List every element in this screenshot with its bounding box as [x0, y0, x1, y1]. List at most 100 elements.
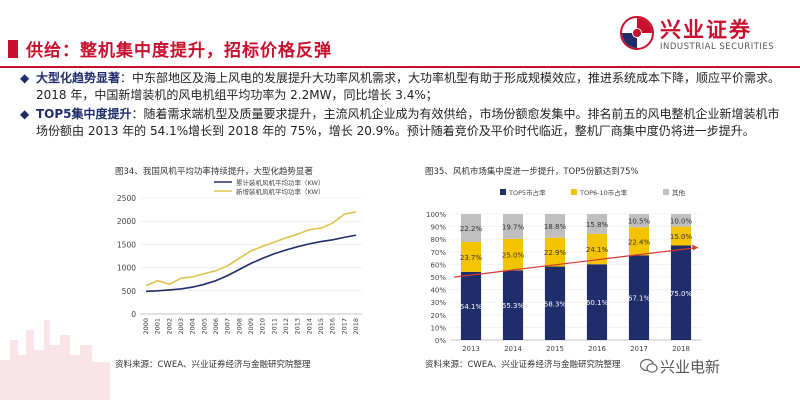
left-chart-title: 图34、我国风机平均功率持续提升，大型化趋势显著: [115, 167, 313, 177]
bar-segment: [670, 214, 692, 227]
trend-line: [453, 246, 699, 278]
x-tick-label: 2014: [504, 345, 522, 353]
y-tick-label: 2000: [117, 217, 136, 226]
x-tick-label: 2002: [165, 318, 173, 335]
bar-segment: [460, 241, 482, 272]
x-tick-label: 2006: [212, 318, 220, 335]
y-tick-label: 80%: [430, 236, 446, 244]
legend-swatch: [500, 189, 506, 195]
legend-label: 累计装机风机平均功率（KW）: [236, 178, 324, 187]
bar-segment: [460, 271, 482, 340]
data-label: 22.9%: [544, 249, 567, 257]
y-tick-label: 40%: [430, 287, 446, 295]
title-bar: 供给：整机集中度提升，招标价格反弹 兴业证券 INDUSTRIAL SECURI…: [0, 0, 800, 70]
x-tick-label: 2016: [588, 345, 606, 353]
data-label: 23.7%: [460, 254, 483, 262]
logo-text-cn: 兴业证券: [660, 18, 752, 42]
y-tick-label: 10%: [430, 324, 446, 332]
x-tick-label: 2009: [247, 318, 255, 335]
y-tick-label: 20%: [430, 312, 446, 320]
data-label: 67.1%: [628, 295, 651, 303]
y-tick-label: 30%: [430, 299, 446, 307]
bar-segment: [586, 233, 608, 265]
x-tick-label: 2008: [235, 318, 243, 335]
data-label: 24.1%: [586, 246, 609, 254]
data-label: 10.5%: [628, 218, 651, 226]
y-tick-label: 0%: [435, 337, 446, 345]
series-line: [145, 211, 357, 287]
data-label: 18.8%: [544, 223, 567, 231]
y-tick-label: 2500: [117, 194, 136, 203]
bar-segment: [544, 237, 566, 267]
bar-segment: [670, 245, 692, 340]
y-tick-label: 1000: [117, 264, 136, 273]
bar-segment: [460, 214, 482, 242]
bullet-text: ：中东部地区及海上风电的发展提升大功率风机需求，大功率机型有助于形成规模效应，推…: [36, 71, 781, 102]
data-label: 15.0%: [670, 233, 693, 241]
data-label: 22.2%: [460, 225, 483, 233]
diamond-bullet-icon: ◆: [20, 107, 30, 121]
legend-label: 新增装机风机平均功率（KW）: [236, 187, 324, 196]
diamond-bullet-icon: ◆: [20, 71, 30, 85]
bar-segment: [502, 214, 524, 239]
stacked-bar-chart: 0% 10% 20% 30% 40% 50% 60% 70% 80% 90% 100% 54.1% 23…: [426, 188, 702, 353]
x-tick-label: 2000: [142, 318, 150, 335]
x-tick-label: 2007: [224, 318, 232, 335]
x-tick-label: 2013: [462, 345, 480, 353]
bullet-text: ：随着需求端机型及质量要求提升，主流风机企业成为有效供给，市场份额愈发集中。排名…: [36, 107, 780, 138]
x-tick-label: 2018: [672, 345, 690, 353]
data-label: 25.0%: [502, 252, 525, 260]
data-label: 55.3%: [502, 302, 525, 310]
x-tick-label: 2005: [200, 318, 208, 335]
bullet-item: ◆ 大型化趋势显著：中东部地区及海上风电的发展提升大功率风机需求，大功率机型有助…: [18, 70, 788, 104]
bullet-item: ◆ TOP5集中度提升：随着需求端机型及质量要求提升，主流风机企业成为有效供给，…: [18, 106, 788, 140]
bullet-list: ◆ 大型化趋势显著：中东部地区及海上风电的发展提升大功率风机需求，大功率机型有助…: [18, 70, 788, 142]
y-tick-label: 0: [131, 310, 136, 319]
bar-segment: [670, 226, 692, 246]
y-tick-label: 60%: [430, 261, 446, 269]
page-title: 供给：整机集中度提升，招标价格反弹: [26, 41, 332, 61]
logo-mark-icon: [620, 16, 654, 50]
y-tick-label: 50%: [430, 274, 446, 282]
y-tick-label: 90%: [430, 224, 446, 232]
x-tick-label: 2013: [294, 318, 302, 335]
x-tick-label: 2011: [270, 318, 278, 335]
legend-swatch: [571, 189, 577, 195]
x-tick-label: 2015: [317, 318, 325, 335]
bullet-heading: TOP5集中度提升: [36, 107, 132, 121]
legend-label: TOP6-10市占率: [579, 188, 628, 197]
bar-segment: [544, 214, 566, 238]
bar-segment: [628, 255, 650, 340]
legend-swatch: [663, 189, 669, 195]
data-label: 75.0%: [670, 290, 693, 298]
x-tick-label: 2017: [630, 345, 648, 353]
x-tick-label: 2017: [340, 318, 348, 335]
bar-segment: [544, 266, 566, 340]
x-tick-label: 2014: [305, 318, 313, 335]
logo-text-en: INDUSTRIAL SECURITIES: [660, 42, 775, 52]
data-label: 54.1%: [460, 303, 483, 311]
line-chart: 0 500 1000 1500 2000 2500 2000 2001 2002 2003 2004…: [117, 178, 362, 335]
y-tick-label: 500: [122, 287, 137, 296]
y-tick-label: 1500: [117, 240, 136, 249]
data-label: 19.7%: [502, 223, 525, 231]
right-chart-title: 图35、风机市场集中度进一步提升，TOP5份额达到75%: [425, 167, 639, 177]
x-tick-label: 2001: [154, 318, 162, 335]
bar-segment: [586, 214, 608, 234]
wechat-icon: [640, 358, 658, 373]
title-divider: [0, 66, 800, 68]
watermark-text: 兴业电新: [660, 358, 721, 376]
x-tick-label: 2015: [546, 345, 564, 353]
brand-logo: 兴业证券 INDUSTRIAL SECURITIES: [620, 10, 790, 60]
series-line: [145, 234, 357, 293]
bar-segment: [628, 214, 650, 228]
right-chart-source: 资料来源：CWEA、兴业证券经济与金融研究院整理: [425, 360, 621, 370]
legend-label: 其他: [672, 188, 686, 197]
legend-label: TOP5市占率: [508, 188, 546, 197]
data-label: 10.0%: [670, 217, 693, 225]
bar-segment: [586, 264, 608, 340]
bullet-heading: 大型化趋势显著: [36, 71, 121, 85]
x-tick-label: 2016: [329, 318, 337, 335]
x-tick-label: 2012: [282, 318, 290, 335]
skyline-decoration: [0, 320, 110, 400]
